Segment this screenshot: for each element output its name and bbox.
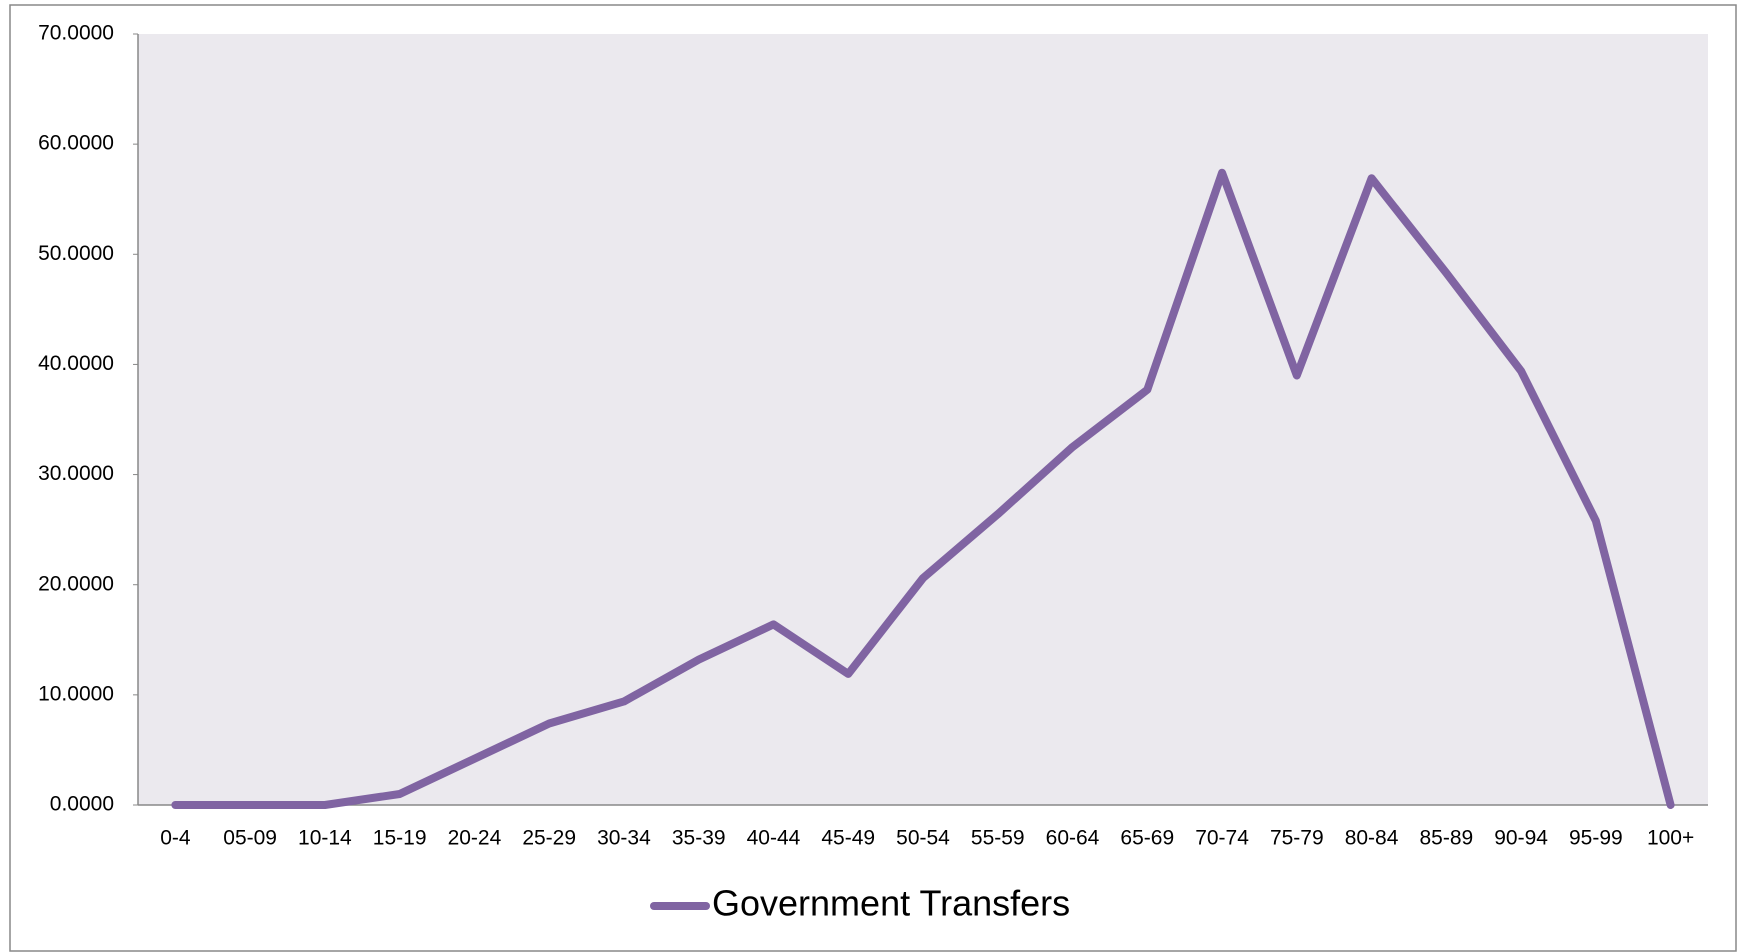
y-tick-label: 70.0000 (38, 22, 114, 45)
x-tick-label: 55-59 (971, 827, 1025, 850)
x-tick-label: 40-44 (747, 827, 801, 850)
x-tick-label: 15-19 (373, 827, 427, 850)
x-tick-label: 05-09 (223, 827, 277, 850)
x-tick-label: 35-39 (672, 827, 726, 850)
y-tick-label: 20.0000 (38, 572, 114, 595)
x-tick-label: 70-74 (1195, 827, 1249, 850)
x-tick-label: 65-69 (1120, 827, 1174, 850)
data-line (171, 168, 1675, 809)
y-tick-label: 30.0000 (38, 462, 114, 485)
y-tick-label: 0.0000 (50, 793, 114, 816)
x-tick-label: 95-99 (1569, 827, 1623, 850)
x-tick-label: 0-4 (160, 827, 191, 850)
y-tick-label: 40.0000 (38, 352, 114, 375)
x-tick-label: 30-34 (597, 827, 651, 850)
x-tick-label: 60-64 (1046, 827, 1100, 850)
x-tick-label: 45-49 (821, 827, 875, 850)
y-tick-label: 10.0000 (38, 682, 114, 705)
x-tick-label: 25-29 (522, 827, 576, 850)
x-tick-label: 50-54 (896, 827, 950, 850)
legend-label: Government Transfers (712, 883, 1070, 924)
y-tick-label: 50.0000 (38, 242, 114, 265)
x-tick-label: 80-84 (1345, 827, 1399, 850)
x-tick-label: 75-79 (1270, 827, 1324, 850)
x-tick-label: 90-94 (1494, 827, 1548, 850)
plot-area (138, 34, 1708, 805)
x-tick-label: 20-24 (448, 827, 502, 850)
x-tick-label: 100+ (1647, 827, 1694, 850)
x-tick-label: 85-89 (1419, 827, 1473, 850)
y-tick-label: 60.0000 (38, 132, 114, 155)
x-tick-label: 10-14 (298, 827, 352, 850)
